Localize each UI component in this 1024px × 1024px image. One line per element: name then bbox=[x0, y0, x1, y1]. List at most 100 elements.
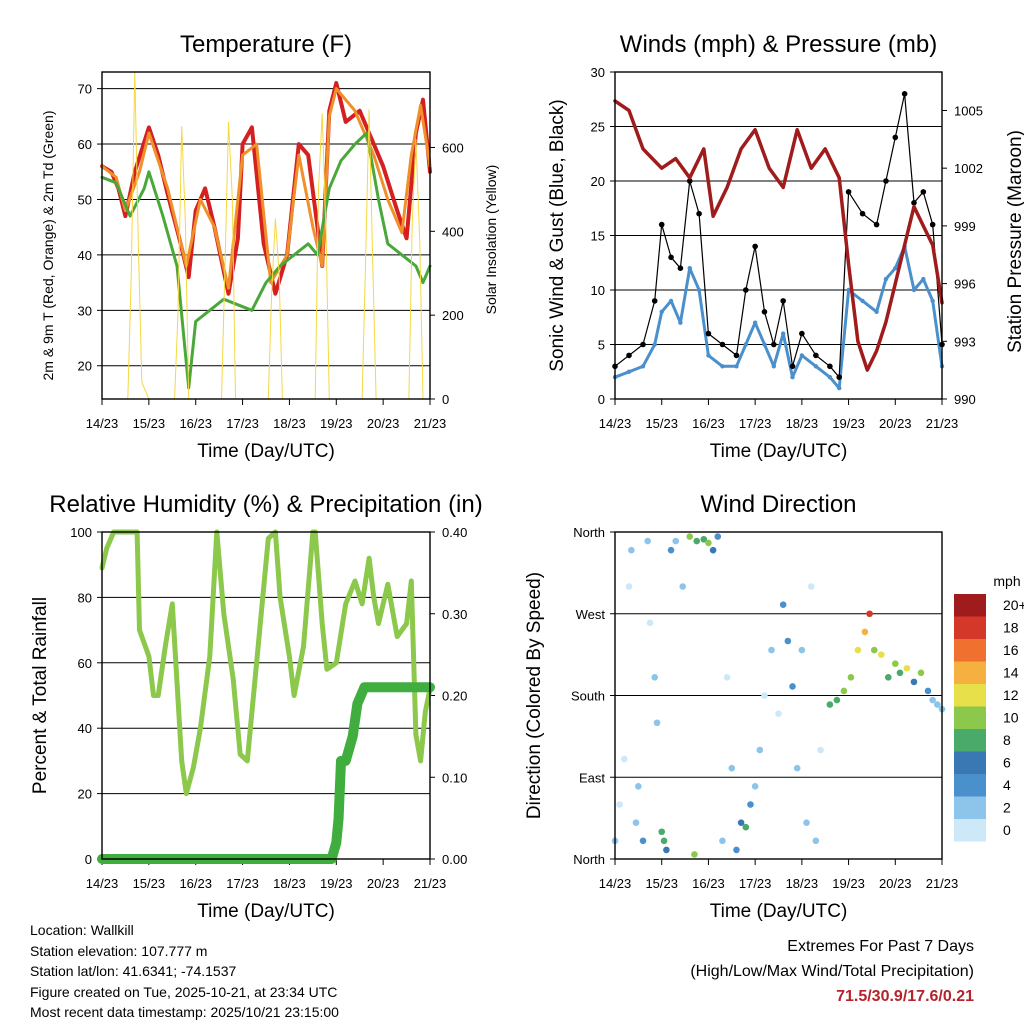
timestamp-text: Most recent data timestamp: 2025/10/21 2… bbox=[30, 1004, 339, 1020]
direction-point-19 bbox=[691, 851, 698, 858]
x-tick-label-0-2: 16/23 bbox=[179, 416, 212, 431]
direction-point-4 bbox=[628, 546, 635, 554]
series-point-1-1-9 bbox=[705, 330, 712, 337]
direction-point-29 bbox=[737, 819, 745, 826]
direction-point-46 bbox=[826, 701, 834, 708]
direction-point-54 bbox=[877, 651, 885, 658]
series-point-1-0-18 bbox=[799, 353, 805, 358]
direction-point-39 bbox=[789, 683, 796, 690]
x-tick-label-2-0: 14/23 bbox=[86, 876, 119, 891]
direction-point-40 bbox=[793, 764, 801, 772]
series-point-1-0-30 bbox=[930, 298, 935, 304]
colorbar-swatch-8 bbox=[954, 774, 986, 797]
series-point-1-1-12 bbox=[743, 287, 749, 293]
plot-frame-3 bbox=[614, 531, 943, 860]
colorbar-label-6: 8 bbox=[1003, 732, 1011, 748]
series-point-1-1-17 bbox=[789, 363, 796, 370]
series-point-1-1-7 bbox=[686, 178, 693, 184]
direction-point-1 bbox=[616, 801, 623, 808]
x-tick-label-1-5: 19/23 bbox=[832, 416, 865, 431]
direction-point-50 bbox=[854, 646, 862, 654]
series-line-1-2 bbox=[613, 99, 944, 372]
x-tick-label-2-1: 15/23 bbox=[133, 876, 166, 891]
colorbar-label-3: 14 bbox=[1003, 665, 1019, 681]
direction-point-58 bbox=[903, 664, 911, 672]
series-point-1-1-27 bbox=[901, 91, 908, 97]
direction-point-20 bbox=[693, 537, 701, 545]
direction-point-33 bbox=[756, 746, 764, 754]
series-point-1-0-5 bbox=[668, 298, 674, 304]
series-point-1-0-19 bbox=[813, 364, 819, 369]
created-text: Figure created on Tue, 2025-10-21, at 23… bbox=[30, 983, 338, 1000]
y-tick-label-0-3: 50 bbox=[78, 192, 92, 207]
direction-point-5 bbox=[632, 819, 640, 826]
series-point-1-0-17 bbox=[790, 375, 795, 380]
y2-axis-label-1: Station Pressure (Maroon) bbox=[1005, 130, 1024, 353]
y-tick-label-2-3: 60 bbox=[78, 656, 92, 671]
direction-point-21 bbox=[700, 535, 708, 543]
x-axis-label-2: Time (Day/UTC) bbox=[197, 901, 335, 922]
x-axis-label-3: Time (Day/UTC) bbox=[710, 901, 848, 922]
location-text: Location: Wallkill bbox=[30, 922, 134, 938]
chart-title-2: Relative Humidity (%) & Precipitation (i… bbox=[49, 491, 482, 518]
x-axis-label-1: Time (Day/UTC) bbox=[710, 441, 848, 462]
series-point-1-1-28 bbox=[911, 200, 917, 206]
series-point-1-0-12 bbox=[743, 342, 748, 347]
colorbar-label-1: 18 bbox=[1003, 620, 1019, 636]
plot-frame-1 bbox=[614, 71, 943, 400]
colorbar-label-0: 20+ bbox=[1003, 597, 1024, 613]
y2-tick-label-2-1: 0.10 bbox=[442, 770, 467, 785]
y2-tick-label-1-5: 1005 bbox=[954, 103, 983, 118]
extremes-subheading: (High/Low/Max Wind/Total Precipitation) bbox=[690, 963, 974, 980]
series-point-1-1-10 bbox=[719, 341, 726, 348]
elevation-text: Station elevation: 107.777 m bbox=[30, 942, 208, 959]
series-point-1-0-23 bbox=[860, 298, 865, 304]
direction-point-56 bbox=[891, 660, 899, 668]
series-point-1-1-20 bbox=[827, 363, 833, 370]
direction-point-28 bbox=[733, 846, 740, 854]
direction-point-3 bbox=[625, 583, 633, 590]
y-axis-label-2: Percent & Total Rainfall bbox=[30, 597, 51, 794]
x-tick-label-3-0: 14/23 bbox=[599, 876, 632, 891]
direction-point-47 bbox=[833, 696, 841, 704]
series-point-1-1-22 bbox=[845, 189, 852, 195]
direction-point-60 bbox=[917, 669, 925, 677]
colorbar-label-4: 12 bbox=[1003, 687, 1019, 703]
series-point-1-1-25 bbox=[883, 178, 889, 184]
direction-point-6 bbox=[635, 783, 642, 790]
y2-tick-label-0-3: 600 bbox=[442, 140, 464, 155]
x-tick-label-0-5: 19/23 bbox=[320, 416, 353, 431]
direction-point-31 bbox=[747, 801, 754, 808]
direction-point-18 bbox=[686, 533, 694, 540]
y-tick-label-0-1: 30 bbox=[78, 303, 92, 318]
direction-point-57 bbox=[896, 669, 904, 677]
plot-frame-0 bbox=[101, 71, 431, 400]
y-tick-label-0-2: 40 bbox=[78, 248, 92, 263]
colorbar-unit-label: mph bbox=[993, 573, 1020, 589]
x-tick-label-0-0: 14/23 bbox=[86, 416, 119, 431]
y-tick-label-2-4: 80 bbox=[78, 590, 92, 605]
x-tick-label-3-3: 17/23 bbox=[739, 876, 772, 891]
y2-axis-label-0: Solar Insolation (Yellow) bbox=[483, 165, 499, 315]
colorbar-swatch-0 bbox=[954, 594, 986, 617]
y-tick-label-0-5: 70 bbox=[78, 82, 92, 97]
colorbar-label-9: 2 bbox=[1003, 800, 1011, 816]
y2-tick-label-1-0: 990 bbox=[954, 392, 976, 407]
colorbar-swatch-4 bbox=[954, 684, 986, 707]
x-tick-label-3-1: 15/23 bbox=[645, 876, 678, 891]
series-point-1-0-29 bbox=[921, 276, 926, 282]
series-point-1-1-4 bbox=[658, 221, 665, 228]
direction-point-55 bbox=[884, 674, 892, 681]
direction-point-8 bbox=[644, 537, 651, 545]
direction-point-17 bbox=[679, 583, 687, 590]
y2-tick-label-0-2: 400 bbox=[442, 224, 464, 239]
y-tick-label-1-2: 10 bbox=[591, 283, 605, 298]
series-point-1-0-7 bbox=[687, 266, 692, 271]
series-point-1-0-21 bbox=[837, 385, 842, 391]
series-point-1-0-26 bbox=[893, 266, 898, 271]
colorbar-swatch-1 bbox=[954, 616, 986, 639]
direction-point-43 bbox=[807, 583, 815, 590]
chart-title-0: Temperature (F) bbox=[180, 31, 352, 58]
x-tick-label-0-1: 15/23 bbox=[133, 416, 166, 431]
x-tick-label-2-6: 20/23 bbox=[367, 876, 400, 891]
